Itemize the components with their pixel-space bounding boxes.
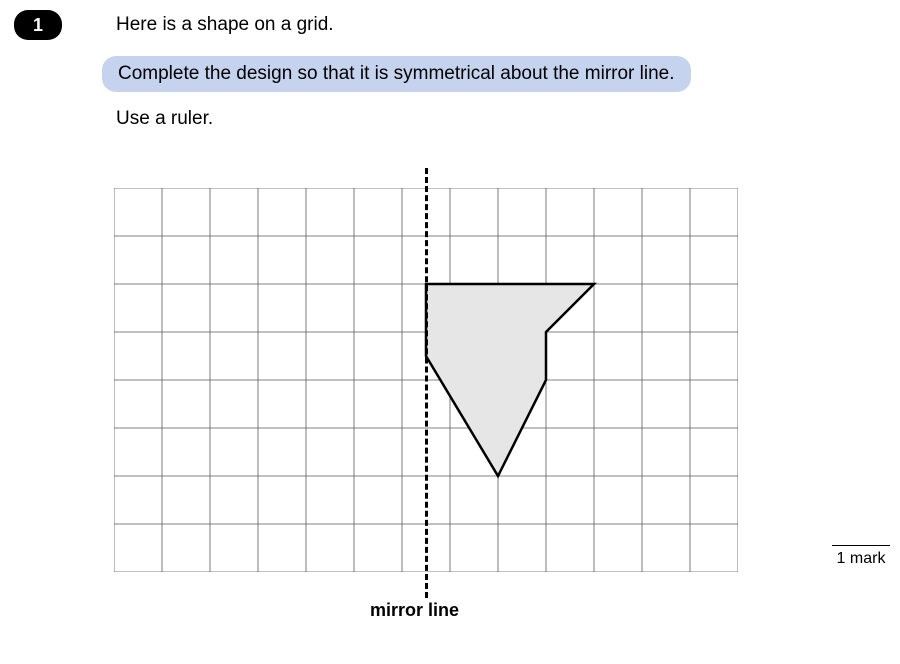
question-number-badge: 1: [14, 10, 62, 40]
mirror-line-label: mirror line: [370, 600, 459, 621]
mark-label: 1 mark: [832, 545, 890, 568]
question-number-text: 1: [33, 15, 43, 36]
instruction-text: Complete the design so that it is symmet…: [118, 63, 675, 84]
mirror-line: [425, 168, 428, 598]
instruction-highlight: Complete the design so that it is symmet…: [102, 56, 691, 92]
use-ruler-text: Use a ruler.: [116, 108, 213, 130]
intro-text: Here is a shape on a grid.: [116, 14, 334, 36]
grid-container: [114, 168, 738, 584]
